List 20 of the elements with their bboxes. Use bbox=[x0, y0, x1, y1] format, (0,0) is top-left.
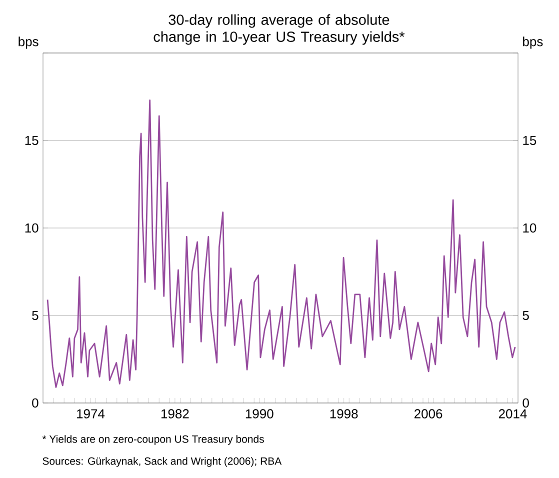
x-tick-label: 1982 bbox=[161, 409, 189, 418]
text: * Yields are on zero-coupon US Treasury bonds bbox=[42, 435, 264, 445]
y-tick-label: 15 bbox=[25, 136, 38, 146]
y-tick-label: 10 bbox=[25, 223, 38, 233]
x-tick-label: 2014 bbox=[498, 409, 527, 418]
y2-tick-label: 10 bbox=[523, 223, 536, 233]
x-tick-label: 2006 bbox=[414, 409, 442, 418]
y2-axis-title: bps bbox=[523, 36, 543, 49]
chart-title: 30-day rolling average of absolute change in 10-year US Treasury yields* bbox=[154, 14, 405, 45]
x-tick-label: 1990 bbox=[246, 409, 274, 418]
y2-tick-label: 15 bbox=[523, 136, 536, 146]
source-note: Sources: Gürkaynak, Sack and Wright (2006); RBA bbox=[42, 457, 282, 467]
y-tick-label: 5 bbox=[32, 310, 38, 320]
y2-tick-label: 0 bbox=[522, 398, 529, 408]
y2-tick-label: 5 bbox=[522, 310, 529, 320]
y-axis-title: bps bbox=[18, 36, 38, 49]
y-tick-label: 0 bbox=[32, 398, 38, 408]
x-tick-label: 1974 bbox=[77, 409, 105, 418]
line-series bbox=[46, 100, 516, 388]
x-tick-label: 1998 bbox=[330, 409, 358, 418]
